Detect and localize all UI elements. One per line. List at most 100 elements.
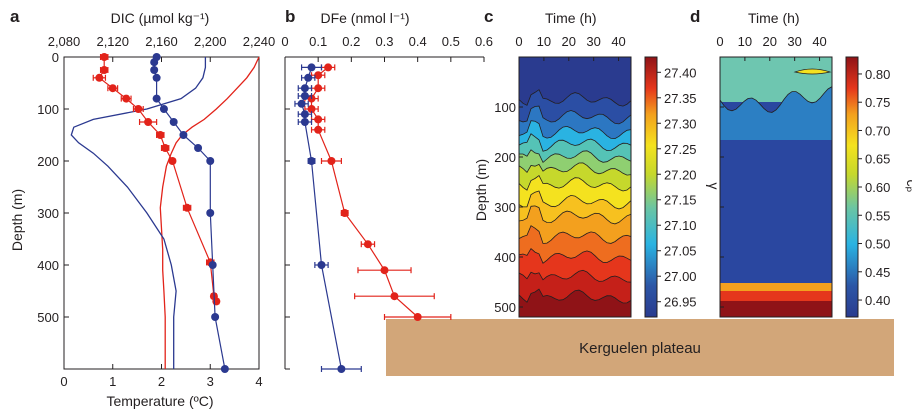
- colorbar-tick-label: 0.45: [865, 265, 890, 280]
- colorbar-tick-label: 27.40: [664, 65, 697, 80]
- colorbar-tick-label: 27.25: [664, 142, 697, 157]
- temperature-axis-title: Temperature (ºC): [106, 393, 213, 409]
- temperature-point: [206, 209, 215, 217]
- dfe-red-line: [310, 66, 419, 318]
- dic-point: [161, 144, 170, 152]
- panel-b: 0 0.1 0.2 0.3 0.4 0.5 0.6: [281, 34, 493, 373]
- dfe-point: [300, 110, 309, 119]
- colorbar-tick-label: 0.50: [865, 237, 890, 252]
- dic-point: [108, 84, 117, 93]
- colorbar-tick-label: 0.40: [865, 293, 890, 308]
- depth-tick-label: 100: [37, 102, 59, 117]
- colorbar-tick-label: 27.00: [664, 269, 697, 284]
- dfe-point: [324, 63, 333, 72]
- time-tick-label: 20: [562, 34, 576, 49]
- colorbar-tick-label: 27.10: [664, 218, 697, 233]
- dfe-point: [363, 240, 372, 249]
- colorbar-tick-label: 27.05: [664, 244, 697, 259]
- temperature-point: [169, 118, 178, 126]
- time-tick-label: 10: [738, 34, 752, 49]
- temperature-point: [152, 73, 161, 82]
- dfe-point: [337, 365, 346, 373]
- dfe-point: [380, 266, 389, 275]
- dfe-point: [297, 99, 306, 108]
- dfe-tick-label: 0.1: [309, 34, 327, 49]
- temperature-tick-label: 3: [207, 374, 214, 389]
- gamma-colorbar: [644, 56, 658, 318]
- cp-section: [720, 57, 832, 317]
- dic-profile-line: [159, 56, 260, 369]
- panel-c-label: c: [484, 7, 493, 26]
- panel-a-label: a: [10, 7, 20, 26]
- time-tick-label: 30: [586, 34, 600, 49]
- dfe-point: [317, 261, 326, 269]
- temperature-tick-label: 1: [109, 374, 116, 389]
- colorbar-tick-label: 27.35: [664, 91, 697, 106]
- dfe-point: [300, 84, 309, 93]
- plateau-box: [386, 319, 894, 376]
- dfe-point: [314, 125, 323, 134]
- dfe-axis-title: DFe (nmol l⁻¹): [320, 10, 409, 26]
- dic-tick-label: 2,120: [96, 34, 129, 49]
- temperature-point: [159, 105, 168, 113]
- dic-point: [122, 94, 131, 103]
- colorbar-tick-label: 0.70: [865, 123, 890, 138]
- colorbar-tick-label: 27.15: [664, 193, 697, 208]
- cp-surface-patch: [793, 68, 832, 75]
- depth-tick-label: 100: [494, 100, 516, 115]
- dfe-point: [307, 105, 316, 113]
- depth-tick-label: 300: [37, 206, 59, 221]
- time-tick-label: 40: [611, 34, 625, 49]
- dic-axis-title: DIC (µmol kg⁻¹): [111, 10, 210, 26]
- time-axis-title-d: Time (h): [748, 10, 800, 26]
- panel-d-label: d: [690, 7, 700, 26]
- depth-tick-label: 500: [37, 310, 59, 325]
- dic-bottle-line: [98, 57, 217, 302]
- cp-bottom-band: [720, 291, 832, 301]
- depth-tick-label: 400: [494, 250, 516, 265]
- time-tick-label: 0: [716, 34, 723, 49]
- temperature-point: [211, 313, 220, 321]
- cp-bottom-band: [720, 283, 832, 291]
- depth-tick-label: 500: [494, 300, 516, 315]
- dic-point: [183, 203, 192, 212]
- colorbar-tick-label: 27.20: [664, 167, 697, 182]
- dfe-point: [413, 313, 422, 321]
- panel-a: 0 1 2 3 4 2,080 2,120 2,160 2,200 2,240 0 100 200 300…: [37, 34, 275, 389]
- dic-point: [144, 118, 153, 126]
- gamma-colorbar-title: γ: [706, 183, 722, 190]
- cp-colorbar: [845, 56, 859, 318]
- cp-bottom-band: [720, 301, 832, 317]
- panel-d: 0 10 20 30 40 0.80 0.75 0.70 0.65 0.60 0.55 0.50 0.…: [716, 34, 890, 318]
- temperature-tick-label: 4: [255, 374, 262, 389]
- temperature-profile-line: [70, 57, 207, 369]
- dfe-point: [300, 92, 309, 100]
- temperature-point: [194, 144, 203, 152]
- dfe-point: [300, 118, 309, 126]
- dfe-tick-label: 0.6: [475, 34, 493, 49]
- colorbar-tick-label: 27.30: [664, 116, 697, 131]
- dfe-point: [314, 115, 323, 124]
- temperature-tick-label: 2: [158, 374, 165, 389]
- time-tick-label: 20: [763, 34, 777, 49]
- dic-point: [156, 131, 165, 139]
- dic-tick-label: 2,240: [243, 34, 276, 49]
- dfe-tick-label: 0: [281, 34, 288, 49]
- time-tick-label: 40: [812, 34, 826, 49]
- dic-tick-label: 2,200: [194, 34, 227, 49]
- colorbar-tick-label: 0.65: [865, 152, 890, 167]
- time-tick-label: 30: [787, 34, 801, 49]
- depth-tick-label: 200: [37, 154, 59, 169]
- cp-colorbar-title: cₚ: [904, 180, 912, 193]
- temperature-point: [150, 66, 159, 74]
- colorbar-tick-label: 0.75: [865, 95, 890, 110]
- dfe-blue-line: [300, 67, 342, 370]
- dic-tick-label: 2,080: [48, 34, 81, 49]
- temperature-point: [206, 157, 215, 165]
- dfe-tick-label: 0.5: [442, 34, 460, 49]
- colorbar-tick-label: 0.55: [865, 208, 890, 223]
- depth-tick-label: 300: [494, 200, 516, 215]
- temperature-point: [179, 131, 188, 139]
- time-tick-label: 10: [537, 34, 551, 49]
